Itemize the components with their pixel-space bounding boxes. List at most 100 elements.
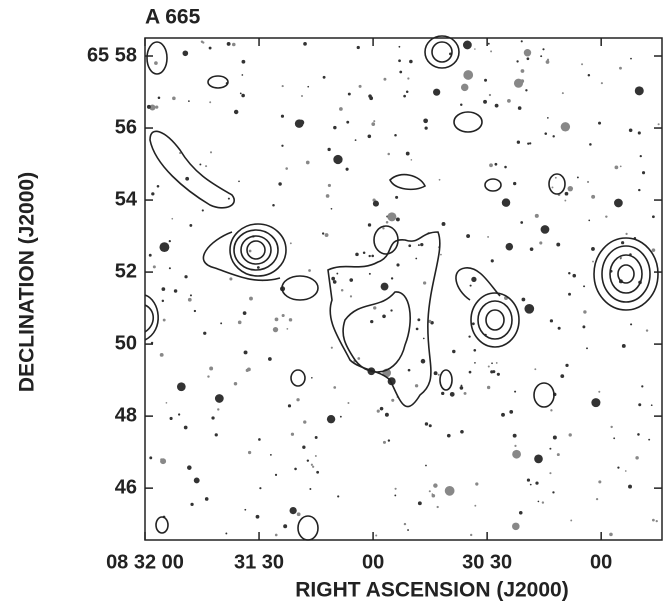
star <box>567 185 574 192</box>
star <box>586 180 590 184</box>
star <box>368 272 371 275</box>
star <box>168 239 171 243</box>
star <box>516 140 521 144</box>
star <box>428 490 431 493</box>
star <box>322 75 326 79</box>
star <box>635 456 639 460</box>
star <box>630 57 632 60</box>
star <box>383 77 387 81</box>
contour <box>146 41 168 75</box>
star <box>314 454 317 457</box>
star <box>303 420 307 424</box>
star <box>425 464 427 467</box>
star <box>572 273 577 278</box>
star <box>283 524 288 529</box>
star <box>162 318 166 322</box>
star <box>244 508 247 511</box>
star <box>399 70 403 74</box>
star <box>470 533 473 537</box>
star <box>589 143 592 146</box>
star <box>621 344 626 348</box>
star <box>171 217 174 220</box>
star <box>405 90 409 94</box>
star <box>487 365 490 368</box>
y-tick-label: 54 <box>115 188 138 210</box>
contour <box>144 304 155 333</box>
star <box>509 410 514 414</box>
star <box>648 438 651 441</box>
contour <box>229 223 287 277</box>
star <box>259 487 262 490</box>
star <box>372 200 379 207</box>
star <box>256 266 260 269</box>
star <box>652 215 655 219</box>
star <box>308 269 311 272</box>
star <box>375 534 378 537</box>
star <box>209 151 213 154</box>
star <box>225 532 228 535</box>
star <box>285 167 288 170</box>
star <box>379 406 384 411</box>
star <box>462 40 472 50</box>
contour <box>240 235 272 265</box>
star <box>628 128 633 133</box>
star <box>281 313 285 318</box>
star <box>475 482 479 486</box>
star <box>376 409 380 413</box>
star <box>407 77 410 80</box>
star <box>330 207 333 210</box>
star <box>340 288 344 292</box>
star <box>591 247 595 251</box>
star <box>600 82 603 85</box>
star <box>333 154 343 165</box>
star <box>298 119 305 126</box>
star <box>431 493 434 495</box>
star <box>339 107 343 111</box>
star <box>539 241 543 245</box>
star <box>294 467 297 471</box>
star <box>495 362 498 364</box>
star <box>193 477 200 484</box>
star <box>554 176 557 179</box>
contour <box>144 294 159 341</box>
star <box>513 181 517 186</box>
contour <box>485 309 505 331</box>
star <box>409 59 413 64</box>
star <box>403 94 406 98</box>
star <box>549 472 552 475</box>
star <box>368 94 372 98</box>
star <box>598 480 602 484</box>
star <box>446 433 451 438</box>
contour <box>149 130 235 209</box>
star <box>390 277 394 280</box>
star <box>407 529 409 531</box>
star <box>149 104 156 111</box>
plot-frame <box>144 37 663 541</box>
star <box>380 282 389 291</box>
star <box>184 275 188 279</box>
star <box>176 382 186 392</box>
star <box>152 265 156 269</box>
star <box>281 85 284 88</box>
star <box>354 139 357 141</box>
star <box>526 478 531 482</box>
star <box>560 122 571 132</box>
star <box>512 433 517 438</box>
star <box>371 254 374 258</box>
star <box>527 142 530 145</box>
star <box>159 352 164 357</box>
contour <box>455 267 501 301</box>
star <box>214 433 218 437</box>
star <box>339 415 342 418</box>
star <box>424 422 429 426</box>
star <box>520 221 524 224</box>
star <box>534 368 537 371</box>
star <box>645 329 649 332</box>
star <box>301 94 304 98</box>
star <box>193 309 197 313</box>
star <box>255 514 260 519</box>
star <box>289 242 292 245</box>
star <box>512 522 520 531</box>
star <box>355 252 359 257</box>
y-tick-label: 46 <box>115 476 137 498</box>
